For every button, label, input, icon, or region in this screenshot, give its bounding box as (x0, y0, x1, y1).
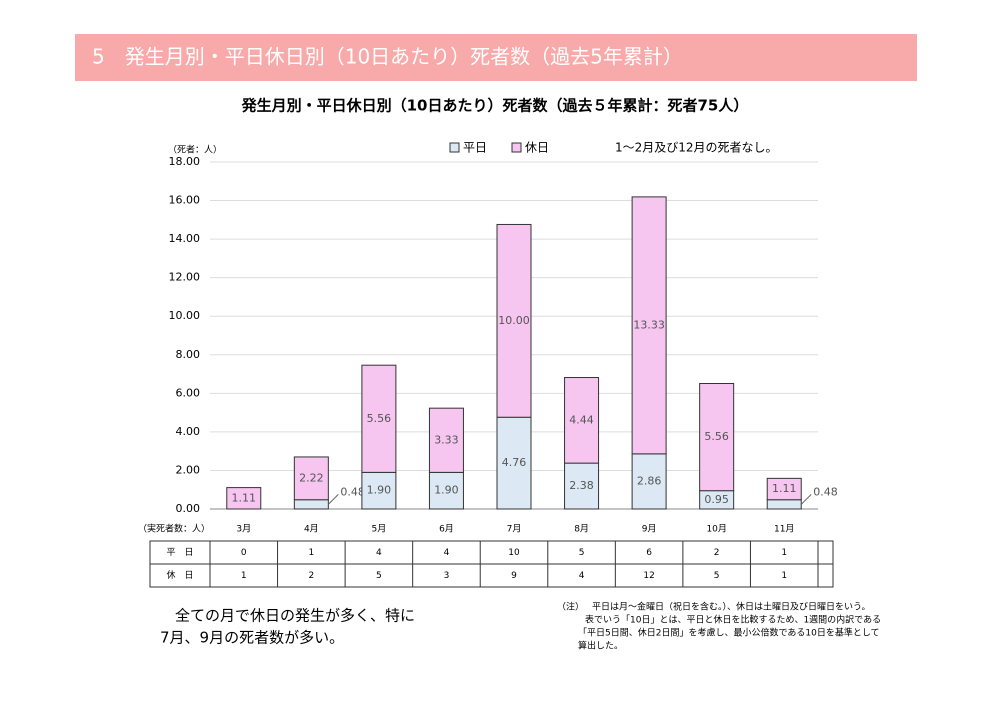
table-cell: 4 (579, 571, 585, 581)
table-cell: 5 (579, 548, 585, 558)
bar-segment (631, 453, 667, 510)
y-tick-label: 6.00 (176, 386, 201, 399)
table-cell: 1 (781, 571, 787, 581)
row-label: 平 日 (166, 547, 193, 558)
value-label: 1.11 (232, 491, 257, 504)
table-cell: 2 (714, 548, 720, 558)
x-tick-label: 10月 (706, 524, 726, 535)
value-label: 5.56 (367, 412, 392, 425)
unit-label: （死者：人） (168, 145, 222, 156)
y-tick-label: 4.00 (176, 425, 201, 438)
y-tick-label: 10.00 (169, 309, 201, 322)
legend-swatch (449, 142, 460, 153)
value-label: 3.33 (434, 433, 459, 446)
header: 5 発生月別・平日休日別（10日あたり）死者数（過去5年累計） (92, 45, 683, 69)
table-cell: 1 (308, 548, 314, 558)
bar-segment (631, 196, 667, 455)
note-line: 表でいう「10日」とは、平日と休日を比較するため、1週間の内訳である (585, 614, 881, 626)
bar-segment (699, 383, 735, 492)
y-tick-label: 8.00 (176, 348, 201, 361)
table-header: （実死者数：人） (138, 523, 210, 535)
bar-segment (293, 456, 329, 501)
table-cell: 5 (376, 571, 382, 581)
summary: 7月、9月の死者数が多い。 (160, 629, 344, 647)
x-tick-label: 9月 (642, 524, 657, 535)
bar-segment (766, 477, 802, 501)
value-label: 2.38 (569, 479, 594, 492)
bar-segment (293, 499, 329, 510)
value-label: 0.48 (340, 485, 365, 498)
table-cell: 6 (646, 548, 652, 558)
table-cell: 4 (444, 548, 450, 558)
legend-label: 休日 (525, 141, 549, 155)
table-cell: 5 (714, 571, 720, 581)
y-tick-label: 16.00 (169, 194, 201, 207)
table-cell: 1 (781, 548, 787, 558)
table-cell: 10 (508, 548, 520, 558)
table-cell: 2 (308, 571, 314, 581)
value-label: 0.48 (813, 485, 838, 498)
x-tick-label: 5月 (372, 524, 387, 535)
value-label: 2.86 (637, 474, 662, 487)
leader-line (800, 494, 812, 505)
value-label: 2.22 (299, 471, 324, 484)
note-line: 算出した。 (578, 640, 623, 652)
note-marker: （注） (557, 601, 584, 613)
value-label: 5.56 (704, 430, 729, 443)
bar-segment (428, 407, 464, 473)
legend-label: 平日 (463, 141, 487, 155)
y-tick-label: 2.00 (176, 463, 201, 476)
x-tick-label: 6月 (439, 524, 454, 535)
header-band (75, 34, 917, 81)
value-label: 4.76 (502, 456, 527, 469)
value-label: 13.33 (633, 318, 665, 331)
table-cell: 4 (376, 548, 382, 558)
table-cell: 3 (444, 571, 450, 581)
x-tick-label: 8月 (574, 524, 589, 535)
note-line: 「平日5日間、休日2日間」を考慮し、最小公倍数である10日を基準として (578, 627, 880, 639)
x-tick-label: 11月 (774, 524, 794, 535)
y-tick-label: 12.00 (169, 271, 201, 284)
bar-segment (428, 471, 464, 510)
x-tick-label: 3月 (236, 524, 251, 535)
table-cell: 1 (241, 571, 247, 581)
row-label: 休 日 (166, 569, 193, 581)
value-label: 1.11 (772, 482, 797, 495)
y-tick-label: 0.00 (176, 502, 201, 515)
bar-segment (226, 487, 262, 510)
bar-segment (766, 499, 802, 510)
y-tick-label: 14.00 (169, 232, 201, 245)
value-label: 0.95 (704, 493, 729, 506)
legend-swatch (511, 142, 522, 153)
bar-segment (496, 416, 532, 510)
note-line: 平日は月～金曜日（祝日を含む。）、休日は土曜日及び日曜日をいう。 (592, 601, 870, 613)
summary: 全ての月で休日の発生が多く、特に (160, 607, 415, 625)
table-cell: 0 (241, 548, 247, 558)
leader-line (327, 494, 339, 505)
x-tick-label: 4月 (304, 524, 319, 535)
value-label: 1.90 (434, 484, 459, 497)
bar-segment (564, 377, 600, 464)
value-label: 1.90 (367, 484, 392, 497)
value-label: 10.00 (498, 314, 530, 327)
x-tick-label: 7月 (507, 524, 522, 535)
chart-note: 1～2月及び12月の死者なし。 (615, 141, 778, 155)
y-tick-label: 18.00 (169, 155, 201, 168)
bar-segment (496, 223, 532, 418)
bar-segment (564, 462, 600, 510)
chart-title: 発生月別・平日休日別（10日あたり）死者数（過去５年累計：死者75人） (241, 97, 749, 115)
table-cell: 12 (643, 571, 654, 581)
value-label: 4.44 (569, 413, 594, 426)
bar-segment (361, 364, 397, 473)
table-cell: 9 (511, 571, 517, 581)
